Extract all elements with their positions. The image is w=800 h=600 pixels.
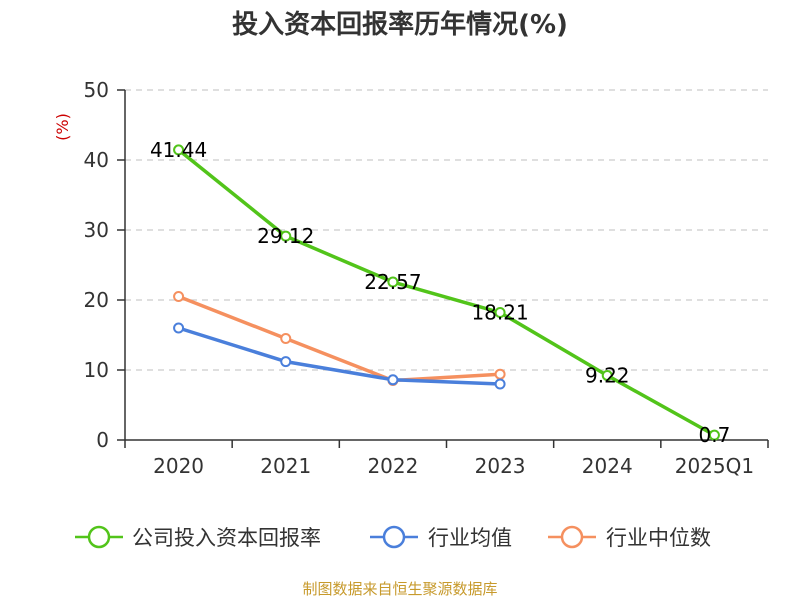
data-point — [280, 230, 292, 242]
legend-item: 行业中位数 — [548, 525, 711, 550]
series-line — [176, 148, 717, 437]
legend-label: 公司投入资本回报率 — [132, 526, 321, 550]
axes: 0 10 20 30 40 50 2020 2021 2022 2023 2024 2025Q1 (%) — [53, 78, 769, 478]
x-tick-label: 2025Q1 — [675, 454, 754, 478]
data-label: 22.57 — [364, 270, 421, 294]
data-labels: 41.44 29.12 22.57 18.21 9.22 0.7 — [150, 138, 730, 447]
data-point — [494, 378, 506, 390]
data-point — [280, 333, 292, 344]
data-point — [280, 356, 292, 368]
legend-label: 行业中位数 — [606, 526, 711, 550]
x-tick-label: 2024 — [582, 454, 633, 478]
source-note: 制图数据来自恒生聚源数据库 — [302, 580, 498, 598]
series-line — [176, 294, 502, 383]
x-tick-label: 2021 — [260, 454, 311, 478]
series-lines — [173, 144, 720, 441]
data-point — [173, 291, 185, 302]
legend-marker — [560, 525, 584, 549]
data-point — [173, 144, 185, 156]
x-tick-label: 2022 — [367, 454, 418, 478]
data-label: 9.22 — [585, 363, 630, 387]
series-line — [176, 326, 502, 386]
y-tick-label: 20 — [84, 288, 109, 312]
y-tick-label: 30 — [84, 218, 109, 242]
data-point — [601, 369, 613, 381]
chart-title: 投入资本回报率历年情况(%) — [232, 10, 568, 40]
y-tick-label: 40 — [84, 148, 109, 172]
data-label: 0.7 — [699, 423, 731, 447]
y-tick-label: 10 — [84, 358, 109, 382]
series-1 — [173, 322, 506, 390]
data-point — [494, 368, 506, 380]
legend: 公司投入资本回报率 行业均值 行业中位数 — [75, 525, 711, 550]
gridlines — [125, 89, 768, 371]
legend-item: 行业均值 — [370, 525, 512, 550]
y-tick-label: 50 — [84, 78, 109, 102]
data-label: 18.21 — [471, 301, 528, 325]
legend-item: 公司投入资本回报率 — [75, 525, 321, 550]
x-tick-label: 2020 — [153, 454, 204, 478]
data-point — [173, 322, 185, 334]
y-tick-label: 0 — [96, 428, 109, 452]
legend-marker — [87, 525, 111, 549]
data-point — [387, 276, 399, 288]
data-label: 41.44 — [150, 138, 207, 162]
legend-label: 行业均值 — [428, 526, 512, 550]
data-point — [387, 374, 399, 386]
x-tick-label: 2023 — [475, 454, 526, 478]
series-0 — [173, 144, 720, 441]
data-point — [708, 429, 720, 441]
data-label: 29.12 — [257, 224, 314, 248]
legend-marker — [382, 525, 406, 549]
data-point — [494, 307, 506, 319]
y-axis-label: (%) — [53, 113, 72, 141]
